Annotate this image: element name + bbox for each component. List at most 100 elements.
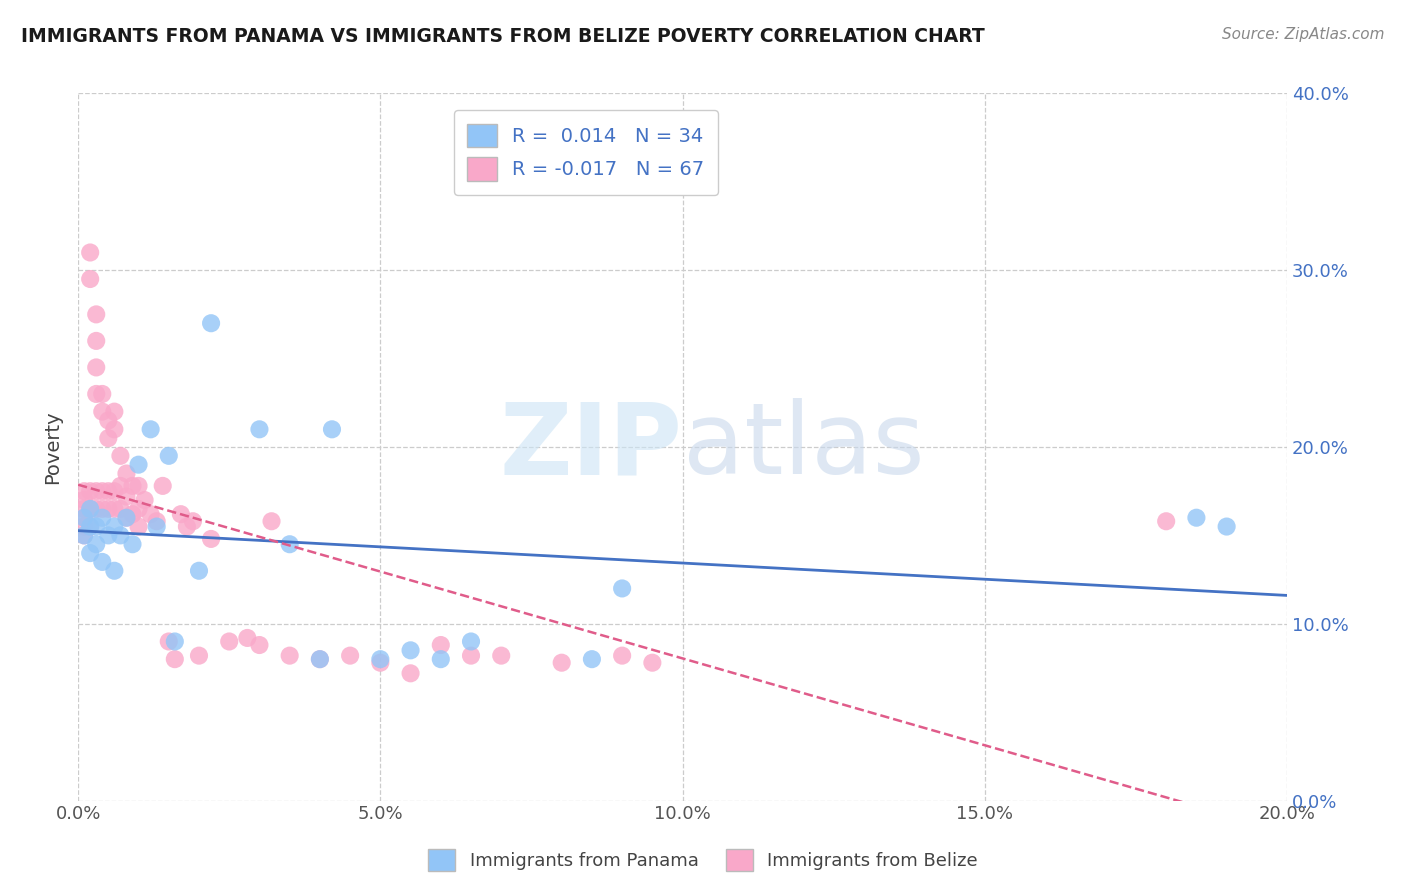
Point <box>218 634 240 648</box>
Point <box>103 404 125 418</box>
Point <box>91 555 114 569</box>
Point <box>1185 510 1208 524</box>
Text: ZIP: ZIP <box>499 399 682 495</box>
Point <box>73 510 96 524</box>
Point <box>115 490 138 504</box>
Point <box>84 334 107 348</box>
Legend: R =  0.014   N = 34, R = -0.017   N = 67: R = 0.014 N = 34, R = -0.017 N = 67 <box>454 110 718 194</box>
Point <box>641 656 664 670</box>
Point <box>550 656 572 670</box>
Point <box>128 501 150 516</box>
Point <box>176 519 198 533</box>
Point <box>79 484 101 499</box>
Point <box>278 537 301 551</box>
Point <box>139 507 162 521</box>
Point <box>79 546 101 560</box>
Text: atlas: atlas <box>682 399 924 495</box>
Point <box>110 528 132 542</box>
Point <box>610 648 633 663</box>
Point <box>321 422 343 436</box>
Point <box>79 272 101 286</box>
Point <box>91 510 114 524</box>
Point <box>84 360 107 375</box>
Point <box>110 501 132 516</box>
Point <box>157 449 180 463</box>
Point <box>84 537 107 551</box>
Point <box>103 484 125 499</box>
Point <box>610 582 633 596</box>
Point <box>157 634 180 648</box>
Point <box>1215 519 1237 533</box>
Point <box>128 458 150 472</box>
Point <box>370 656 392 670</box>
Point <box>399 666 422 681</box>
Point <box>73 501 96 516</box>
Point <box>103 501 125 516</box>
Text: IMMIGRANTS FROM PANAMA VS IMMIGRANTS FROM BELIZE POVERTY CORRELATION CHART: IMMIGRANTS FROM PANAMA VS IMMIGRANTS FRO… <box>21 27 984 45</box>
Point <box>79 245 101 260</box>
Point <box>91 484 114 499</box>
Point <box>491 648 513 663</box>
Point <box>79 501 101 516</box>
Point <box>581 652 603 666</box>
Point <box>103 422 125 436</box>
Point <box>84 501 107 516</box>
Point <box>84 387 107 401</box>
Point <box>460 634 482 648</box>
Point <box>91 404 114 418</box>
Point <box>73 484 96 499</box>
Point <box>339 648 361 663</box>
Point <box>236 631 259 645</box>
Point <box>91 387 114 401</box>
Legend: Immigrants from Panama, Immigrants from Belize: Immigrants from Panama, Immigrants from … <box>420 842 986 879</box>
Point <box>249 638 271 652</box>
Point <box>97 413 120 427</box>
Point <box>170 507 193 521</box>
Point <box>73 519 96 533</box>
Point <box>200 316 222 330</box>
Point <box>97 431 120 445</box>
Point <box>1154 514 1177 528</box>
Point <box>181 514 204 528</box>
Point <box>115 467 138 481</box>
Point <box>73 528 96 542</box>
Point <box>128 479 150 493</box>
Point <box>309 652 332 666</box>
Point <box>79 501 101 516</box>
Point <box>73 510 96 524</box>
Point <box>84 307 107 321</box>
Point <box>97 484 120 499</box>
Point <box>128 519 150 533</box>
Point <box>121 507 143 521</box>
Point <box>260 514 283 528</box>
Point <box>103 564 125 578</box>
Point <box>103 519 125 533</box>
Point <box>145 514 167 528</box>
Point <box>110 449 132 463</box>
Point <box>134 493 156 508</box>
Point <box>79 519 101 533</box>
Point <box>84 519 107 533</box>
Point <box>115 510 138 524</box>
Y-axis label: Poverty: Poverty <box>44 410 62 483</box>
Point <box>73 493 96 508</box>
Point <box>73 528 96 542</box>
Point <box>79 519 101 533</box>
Point <box>163 634 186 648</box>
Point <box>370 652 392 666</box>
Point <box>430 652 453 666</box>
Point <box>97 501 120 516</box>
Point <box>121 537 143 551</box>
Point <box>309 652 332 666</box>
Point <box>399 643 422 657</box>
Point <box>430 638 453 652</box>
Point <box>139 422 162 436</box>
Point <box>188 564 211 578</box>
Point <box>145 519 167 533</box>
Text: Source: ZipAtlas.com: Source: ZipAtlas.com <box>1222 27 1385 42</box>
Point <box>121 479 143 493</box>
Point <box>152 479 174 493</box>
Point <box>110 479 132 493</box>
Point <box>91 501 114 516</box>
Point <box>84 484 107 499</box>
